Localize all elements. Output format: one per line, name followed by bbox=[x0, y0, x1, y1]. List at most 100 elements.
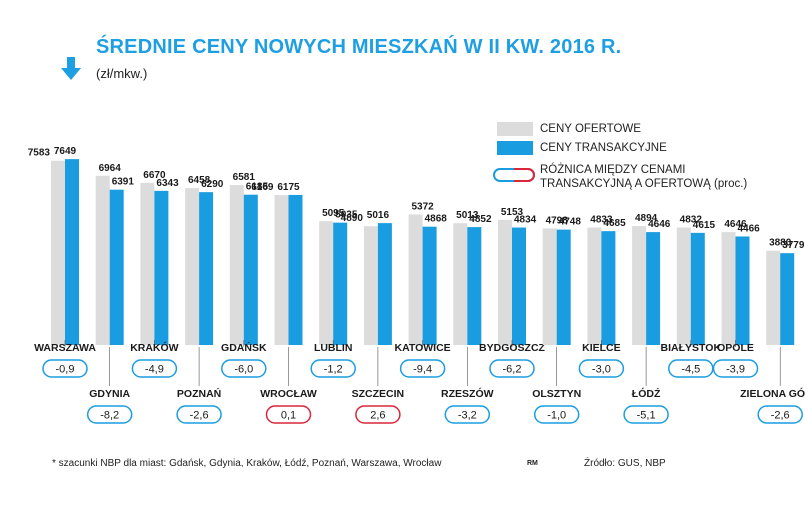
city-label: BIAŁYSTOK bbox=[661, 342, 722, 354]
difference-badge bbox=[265, 405, 312, 424]
offer-bar bbox=[274, 195, 289, 345]
city-label: ZIELONA GÓRA bbox=[740, 387, 805, 400]
transaction-value-label: 6185 bbox=[246, 182, 269, 193]
offer-bar bbox=[363, 226, 378, 345]
difference-value: -1,0 bbox=[547, 410, 566, 422]
difference-value: 0,1 bbox=[281, 410, 296, 422]
difference-badge bbox=[86, 405, 133, 424]
transaction-bar bbox=[243, 194, 258, 345]
offer-bar bbox=[721, 232, 736, 345]
difference-value: -6,2 bbox=[503, 364, 522, 376]
difference-value: -5,1 bbox=[637, 410, 656, 422]
offer-bar bbox=[319, 221, 334, 345]
city-label: KATOWICE bbox=[394, 342, 450, 354]
city-label: OLSZTYN bbox=[532, 388, 581, 400]
legend-offer-label: CENY OFERTOWE bbox=[540, 123, 641, 135]
offer-bar bbox=[408, 214, 423, 345]
difference-badge bbox=[533, 405, 580, 424]
transaction-value-label: 4685 bbox=[603, 218, 626, 229]
transaction-value-label: 6391 bbox=[112, 177, 135, 188]
source-note: Źródło: GUS, NBP bbox=[584, 458, 666, 469]
transaction-bar bbox=[601, 231, 616, 345]
offer-value-label: 6581 bbox=[233, 172, 256, 183]
transaction-bar bbox=[690, 232, 705, 345]
transaction-value-label: 4868 bbox=[425, 214, 448, 225]
transaction-value-label: 4466 bbox=[738, 223, 761, 234]
transaction-value-label: 4646 bbox=[648, 219, 671, 230]
offer-bar bbox=[229, 185, 244, 345]
legend-transaction-swatch bbox=[497, 141, 533, 155]
difference-badge bbox=[712, 359, 759, 378]
legend-diff-label-line2: TRANSAKCYJNĄ A OFERTOWĄ (proc.) bbox=[540, 178, 748, 190]
offer-bar bbox=[140, 182, 155, 345]
city-label: BYDGOSZCZ bbox=[479, 342, 546, 354]
offer-value-label: 4890 bbox=[341, 213, 364, 224]
offer-bar bbox=[51, 160, 65, 345]
difference-value: -3,9 bbox=[726, 364, 745, 376]
difference-badge bbox=[42, 359, 88, 378]
footnote: * szacunki NBP dla miast: Gdańsk, Gdynia… bbox=[52, 458, 442, 469]
difference-value: -4,5 bbox=[681, 364, 700, 376]
offer-value-label: 6169 bbox=[251, 182, 274, 193]
difference-value: -9,4 bbox=[413, 364, 432, 376]
city-label: WROCŁAW bbox=[260, 388, 317, 400]
offer-value-label: 4646 bbox=[724, 219, 747, 230]
transaction-bar bbox=[780, 253, 795, 345]
transaction-bar bbox=[109, 189, 124, 345]
offer-bar bbox=[542, 228, 557, 345]
transaction-bar bbox=[422, 226, 437, 345]
transaction-value-label: 6175 bbox=[277, 182, 300, 193]
difference-value: 2,6 bbox=[370, 410, 385, 422]
transaction-bar bbox=[288, 194, 303, 345]
offer-value-label: 5372 bbox=[411, 201, 434, 212]
difference-value: -4,9 bbox=[145, 364, 164, 376]
city-label: RZESZÓW bbox=[441, 387, 494, 400]
chart-unit: (zł/mkw.) bbox=[96, 66, 148, 81]
difference-value: -2,6 bbox=[190, 410, 209, 422]
offer-value-label: 7583 bbox=[28, 148, 51, 159]
arrow-down-icon bbox=[61, 57, 81, 80]
transaction-bar bbox=[556, 229, 571, 345]
difference-badge bbox=[623, 405, 669, 424]
transaction-bar bbox=[199, 192, 214, 345]
difference-badge bbox=[355, 405, 401, 424]
transaction-bar bbox=[377, 223, 392, 345]
transaction-bar bbox=[646, 232, 661, 345]
transaction-value-label: 3779 bbox=[782, 240, 805, 251]
offer-value-label: 6670 bbox=[143, 170, 166, 181]
transaction-value-label: 4615 bbox=[693, 220, 716, 231]
city-label: SZCZECIN bbox=[352, 388, 405, 400]
offer-value-label: 5013 bbox=[456, 210, 479, 221]
difference-badge bbox=[131, 359, 178, 378]
offer-value-label: 4833 bbox=[590, 215, 613, 226]
transaction-bar bbox=[333, 222, 348, 345]
city-label: POZNAŃ bbox=[177, 387, 221, 400]
difference-badge bbox=[310, 359, 356, 378]
legend-offer-swatch bbox=[497, 122, 533, 136]
legend-diff-label-line1: RÓŻNICA MIĘDZY CENAMI bbox=[540, 164, 686, 176]
difference-badge bbox=[489, 359, 535, 378]
city-label: GDAŃSK bbox=[221, 341, 267, 354]
transaction-value-label: 4834 bbox=[514, 215, 537, 226]
chart-title: ŚREDNIE CENY NOWYCH MIESZKAŃ W II KW. 20… bbox=[96, 36, 622, 58]
city-label: OPOLE bbox=[717, 342, 754, 354]
difference-value: -1,2 bbox=[324, 364, 343, 376]
offer-bar bbox=[676, 227, 691, 345]
transaction-value-label: 4852 bbox=[469, 214, 492, 225]
offer-value-label: 5095 bbox=[322, 208, 345, 219]
offer-bar bbox=[766, 250, 781, 345]
transaction-value-label: 6343 bbox=[156, 178, 179, 189]
offer-value-label: 6964 bbox=[99, 163, 122, 174]
difference-badge bbox=[444, 405, 491, 424]
offer-value-label: 4832 bbox=[680, 215, 703, 226]
city-label: LUBLIN bbox=[314, 342, 353, 354]
offer-bar bbox=[185, 188, 200, 345]
offer-bar bbox=[632, 226, 647, 345]
legend-diff-swatch-red bbox=[514, 168, 535, 182]
transaction-bar bbox=[154, 190, 169, 345]
transaction-bar bbox=[65, 159, 79, 345]
offer-value-label: 5153 bbox=[501, 207, 524, 218]
offer-value-label: 4894 bbox=[635, 213, 658, 224]
difference-badge bbox=[221, 359, 267, 378]
